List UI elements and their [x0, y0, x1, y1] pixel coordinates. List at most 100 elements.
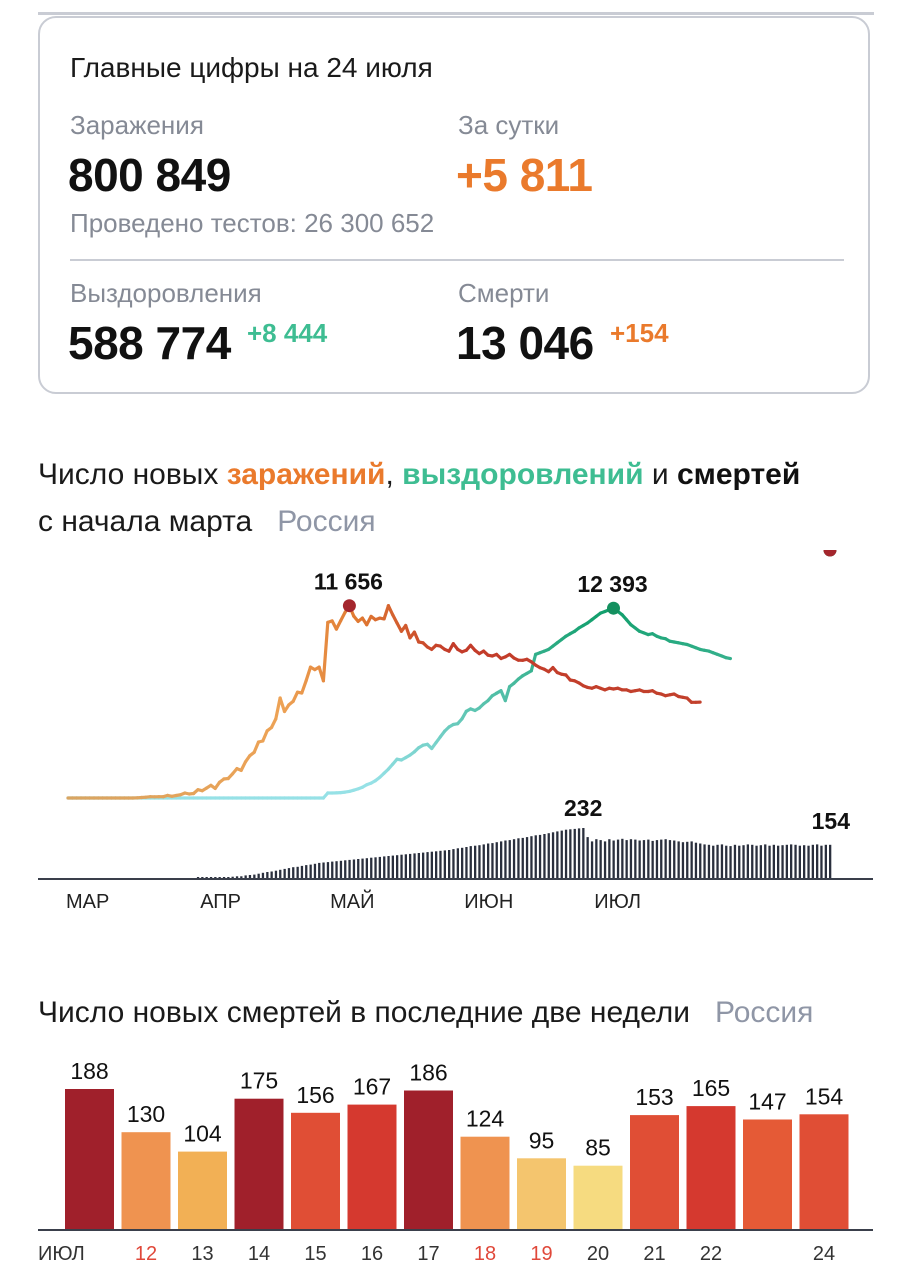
- bar-category-label: 12: [135, 1243, 157, 1265]
- death-bar: [651, 840, 654, 878]
- tests-count: Проведено тестов: 26 300 652: [70, 208, 435, 238]
- infections-segment: [386, 604, 395, 617]
- death-bar: [655, 840, 659, 878]
- death-bar: [690, 841, 693, 878]
- death-bar: [495, 842, 498, 878]
- death-bar: [751, 844, 754, 878]
- death-bar: [322, 862, 325, 878]
- death-bar: [404, 854, 407, 878]
- death-bar: [547, 833, 550, 878]
- death-bar: [313, 863, 317, 878]
- infections-segment: [269, 717, 278, 730]
- death-bar: [538, 834, 542, 878]
- death-bar-12: [686, 1106, 736, 1229]
- death-bar: [261, 872, 265, 878]
- death-bar: [595, 839, 598, 878]
- recoveries-segment: [724, 656, 733, 661]
- death-bar: [292, 867, 295, 878]
- death-bar: [824, 844, 827, 878]
- infections-segment: [300, 679, 308, 695]
- x-tick-label: МАЙ: [330, 889, 374, 913]
- death-bar: [487, 843, 490, 878]
- death-bar: [534, 835, 537, 878]
- death-bar: [240, 876, 243, 878]
- chart1-heading-line2: с начала марта Россия: [38, 505, 376, 539]
- death-bar-14: [799, 1114, 849, 1229]
- death-bar-11: [630, 1115, 679, 1229]
- death-bar: [339, 860, 343, 878]
- death-bar: [738, 845, 741, 878]
- death-bar: [820, 845, 823, 878]
- bar-value-label: 95: [529, 1127, 555, 1153]
- bar-value-label: 130: [127, 1101, 165, 1127]
- death-bar: [785, 844, 788, 878]
- death-bar: [525, 837, 529, 878]
- death-bar: [274, 870, 278, 878]
- chart2-heading-text: Число новых смертей в последние две неде…: [38, 996, 690, 1029]
- infections-segment: [321, 620, 330, 683]
- chart1-heading-since: с начала марта: [38, 505, 253, 538]
- death-bar: [798, 845, 801, 878]
- death-bar: [413, 853, 416, 878]
- death-bar: [474, 845, 477, 878]
- bar-value-label: 188: [70, 1058, 108, 1084]
- death-bar: [625, 840, 628, 878]
- death-bar: [448, 850, 451, 878]
- infections-segment: [304, 665, 313, 683]
- death-bar: [807, 845, 810, 878]
- death-bar: [430, 851, 433, 878]
- top-divider: [38, 12, 874, 15]
- bar-category-label: 21: [643, 1243, 665, 1265]
- death-bar: [590, 841, 594, 878]
- chart1-heading-comma: ,: [385, 458, 403, 491]
- death-bar: [638, 840, 641, 878]
- death-bar: [318, 862, 321, 878]
- deaths-value: 13 046: [456, 317, 594, 369]
- bar-value-label: 175: [240, 1068, 278, 1094]
- chart2-region: Россия: [715, 996, 814, 1029]
- bar-category-label: 17: [417, 1243, 439, 1265]
- death-bar: [222, 877, 226, 878]
- death-bar-8: [460, 1136, 510, 1229]
- death-bar: [331, 861, 334, 878]
- death-bar: [634, 839, 637, 878]
- death-bar: [759, 845, 762, 878]
- card-divider: [70, 259, 844, 261]
- daily-value: +5 811: [456, 149, 593, 201]
- bar-value-label: 156: [296, 1082, 334, 1108]
- bar-value-label: 85: [585, 1135, 611, 1161]
- death-bar: [573, 828, 576, 878]
- death-bar: [521, 837, 524, 878]
- bar-value-label: 104: [183, 1121, 222, 1147]
- death-bar-3: [178, 1151, 227, 1229]
- summary-title: Главные цифры на 24 июля: [70, 52, 433, 83]
- death-bar: [365, 858, 368, 878]
- death-bar: [465, 847, 468, 878]
- death-bar: [370, 857, 373, 878]
- death-bar: [439, 850, 442, 878]
- death-bar: [218, 877, 221, 878]
- death-bar: [227, 877, 230, 878]
- deaths-delta: +154: [610, 318, 669, 348]
- death-bar: [551, 832, 555, 878]
- death-bar: [660, 839, 663, 878]
- bar-category-label: 16: [361, 1243, 383, 1265]
- death-bar: [712, 845, 715, 878]
- infections-segment: [291, 690, 300, 703]
- chart1-heading: Число новых заражений, выздоровлений и с…: [38, 458, 800, 492]
- death-bar: [266, 872, 269, 878]
- infections-segment: [412, 630, 421, 644]
- death-bar: [772, 844, 775, 878]
- death-bar: [469, 846, 472, 878]
- recoveries-peak-label: 12 393: [577, 571, 647, 597]
- infections-last-label: 5 811: [803, 550, 859, 555]
- death-bar: [283, 868, 286, 878]
- death-bar: [248, 875, 252, 878]
- death-bar: [287, 868, 291, 878]
- death-bar: [482, 844, 485, 878]
- death-bar-13: [743, 1119, 792, 1229]
- death-bar: [422, 852, 425, 878]
- death-bar: [586, 837, 589, 878]
- death-bar-1: [65, 1089, 114, 1229]
- death-bar: [391, 855, 394, 878]
